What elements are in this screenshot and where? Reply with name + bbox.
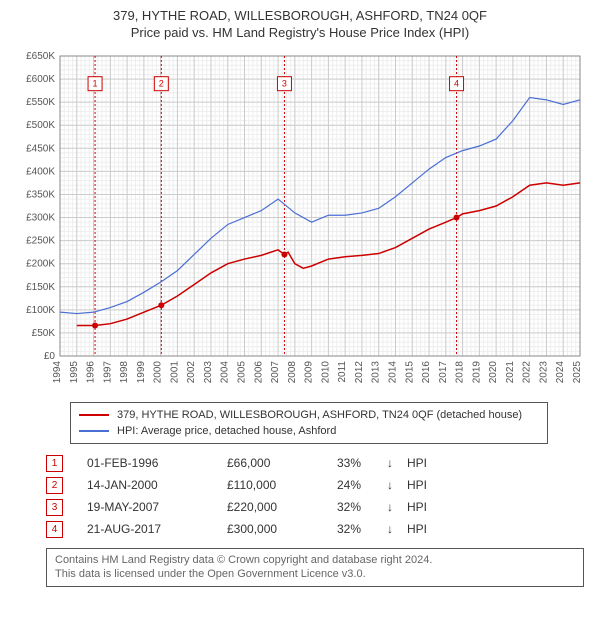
svg-text:£500K: £500K	[26, 120, 55, 131]
chart-title-sub: Price paid vs. HM Land Registry's House …	[10, 25, 590, 40]
legend-swatch	[79, 430, 109, 432]
svg-text:2025: 2025	[572, 361, 583, 384]
legend-item: 379, HYTHE ROAD, WILLESBOROUGH, ASHFORD,…	[79, 407, 539, 423]
sale-hpi-label: HPI	[407, 500, 447, 514]
down-arrow-icon: ↓	[387, 500, 407, 514]
svg-text:1997: 1997	[102, 361, 113, 384]
svg-text:2016: 2016	[421, 361, 432, 384]
legend-swatch	[79, 414, 109, 416]
chart-title-main: 379, HYTHE ROAD, WILLESBOROUGH, ASHFORD,…	[10, 8, 590, 23]
svg-text:2011: 2011	[337, 361, 348, 383]
svg-text:£250K: £250K	[26, 236, 55, 247]
chart-title-block: 379, HYTHE ROAD, WILLESBOROUGH, ASHFORD,…	[10, 8, 590, 40]
sale-pct: 32%	[337, 500, 387, 514]
svg-text:2024: 2024	[555, 361, 566, 384]
svg-text:£600K: £600K	[26, 74, 55, 85]
sale-marker-icon: 1	[46, 455, 63, 472]
sale-marker-icon: 4	[46, 521, 63, 538]
legend-item: HPI: Average price, detached house, Ashf…	[79, 423, 539, 439]
sale-date: 19-MAY-2007	[87, 500, 227, 514]
svg-text:£350K: £350K	[26, 189, 55, 200]
svg-text:£0: £0	[44, 351, 56, 362]
legend: 379, HYTHE ROAD, WILLESBOROUGH, ASHFORD,…	[70, 402, 548, 444]
svg-text:2002: 2002	[186, 361, 197, 384]
disclaimer-line: Contains HM Land Registry data © Crown c…	[55, 553, 575, 567]
svg-text:£300K: £300K	[26, 213, 55, 224]
svg-text:2021: 2021	[505, 361, 516, 384]
svg-text:2013: 2013	[371, 361, 382, 384]
svg-text:2005: 2005	[237, 361, 248, 384]
sale-date: 21-AUG-2017	[87, 522, 227, 536]
svg-text:1998: 1998	[119, 361, 130, 384]
sale-pct: 24%	[337, 478, 387, 492]
svg-text:£150K: £150K	[26, 282, 55, 293]
svg-text:2004: 2004	[220, 361, 231, 384]
sale-hpi-label: HPI	[407, 522, 447, 536]
svg-text:1994: 1994	[52, 361, 63, 384]
sale-date: 14-JAN-2000	[87, 478, 227, 492]
sale-date: 01-FEB-1996	[87, 456, 227, 470]
svg-text:£200K: £200K	[26, 259, 55, 270]
down-arrow-icon: ↓	[387, 456, 407, 470]
svg-text:2020: 2020	[488, 361, 499, 384]
price-chart: £0 £50K £100K £150K £200K £250K £300K £350K £400…	[10, 46, 590, 396]
sale-price: £66,000	[227, 456, 337, 470]
svg-text:£100K: £100K	[26, 305, 55, 316]
down-arrow-icon: ↓	[387, 522, 407, 536]
svg-text:£650K: £650K	[26, 51, 55, 62]
svg-text:2: 2	[159, 79, 164, 89]
svg-text:1995: 1995	[69, 361, 80, 384]
svg-text:2008: 2008	[287, 361, 298, 384]
svg-text:1999: 1999	[136, 361, 147, 384]
svg-text:1: 1	[93, 79, 98, 89]
svg-text:2015: 2015	[404, 361, 415, 384]
sale-marker-icon: 2	[46, 477, 63, 494]
svg-text:3: 3	[282, 79, 287, 89]
svg-text:2000: 2000	[153, 361, 164, 384]
svg-text:2009: 2009	[304, 361, 315, 384]
svg-text:2012: 2012	[354, 361, 365, 384]
svg-text:1996: 1996	[86, 361, 97, 384]
svg-text:£50K: £50K	[32, 328, 56, 339]
legend-label: HPI: Average price, detached house, Ashf…	[117, 425, 336, 437]
sale-row: 4 21-AUG-2017 £300,000 32% ↓ HPI	[46, 518, 590, 540]
svg-text:£400K: £400K	[26, 166, 55, 177]
sale-hpi-label: HPI	[407, 456, 447, 470]
svg-text:2018: 2018	[455, 361, 466, 384]
svg-text:£450K: £450K	[26, 143, 55, 154]
svg-text:2007: 2007	[270, 361, 281, 384]
svg-text:2017: 2017	[438, 361, 449, 384]
svg-text:4: 4	[454, 79, 459, 89]
svg-text:2014: 2014	[387, 361, 398, 384]
svg-text:2006: 2006	[253, 361, 264, 384]
sale-row: 1 01-FEB-1996 £66,000 33% ↓ HPI	[46, 452, 590, 474]
svg-text:2022: 2022	[522, 361, 533, 384]
sales-table: 1 01-FEB-1996 £66,000 33% ↓ HPI 2 14-JAN…	[46, 452, 590, 540]
sale-price: £110,000	[227, 478, 337, 492]
sale-hpi-label: HPI	[407, 478, 447, 492]
sale-row: 3 19-MAY-2007 £220,000 32% ↓ HPI	[46, 496, 590, 518]
sale-pct: 32%	[337, 522, 387, 536]
svg-text:2003: 2003	[203, 361, 214, 384]
svg-text:2010: 2010	[320, 361, 331, 384]
sale-pct: 33%	[337, 456, 387, 470]
disclaimer: Contains HM Land Registry data © Crown c…	[46, 548, 584, 587]
sale-price: £300,000	[227, 522, 337, 536]
svg-text:2001: 2001	[169, 361, 180, 384]
sale-price: £220,000	[227, 500, 337, 514]
sale-row: 2 14-JAN-2000 £110,000 24% ↓ HPI	[46, 474, 590, 496]
svg-text:2019: 2019	[471, 361, 482, 384]
disclaimer-line: This data is licensed under the Open Gov…	[55, 567, 575, 581]
svg-text:£550K: £550K	[26, 97, 55, 108]
svg-text:2023: 2023	[538, 361, 549, 384]
down-arrow-icon: ↓	[387, 478, 407, 492]
legend-label: 379, HYTHE ROAD, WILLESBOROUGH, ASHFORD,…	[117, 409, 522, 421]
sale-marker-icon: 3	[46, 499, 63, 516]
